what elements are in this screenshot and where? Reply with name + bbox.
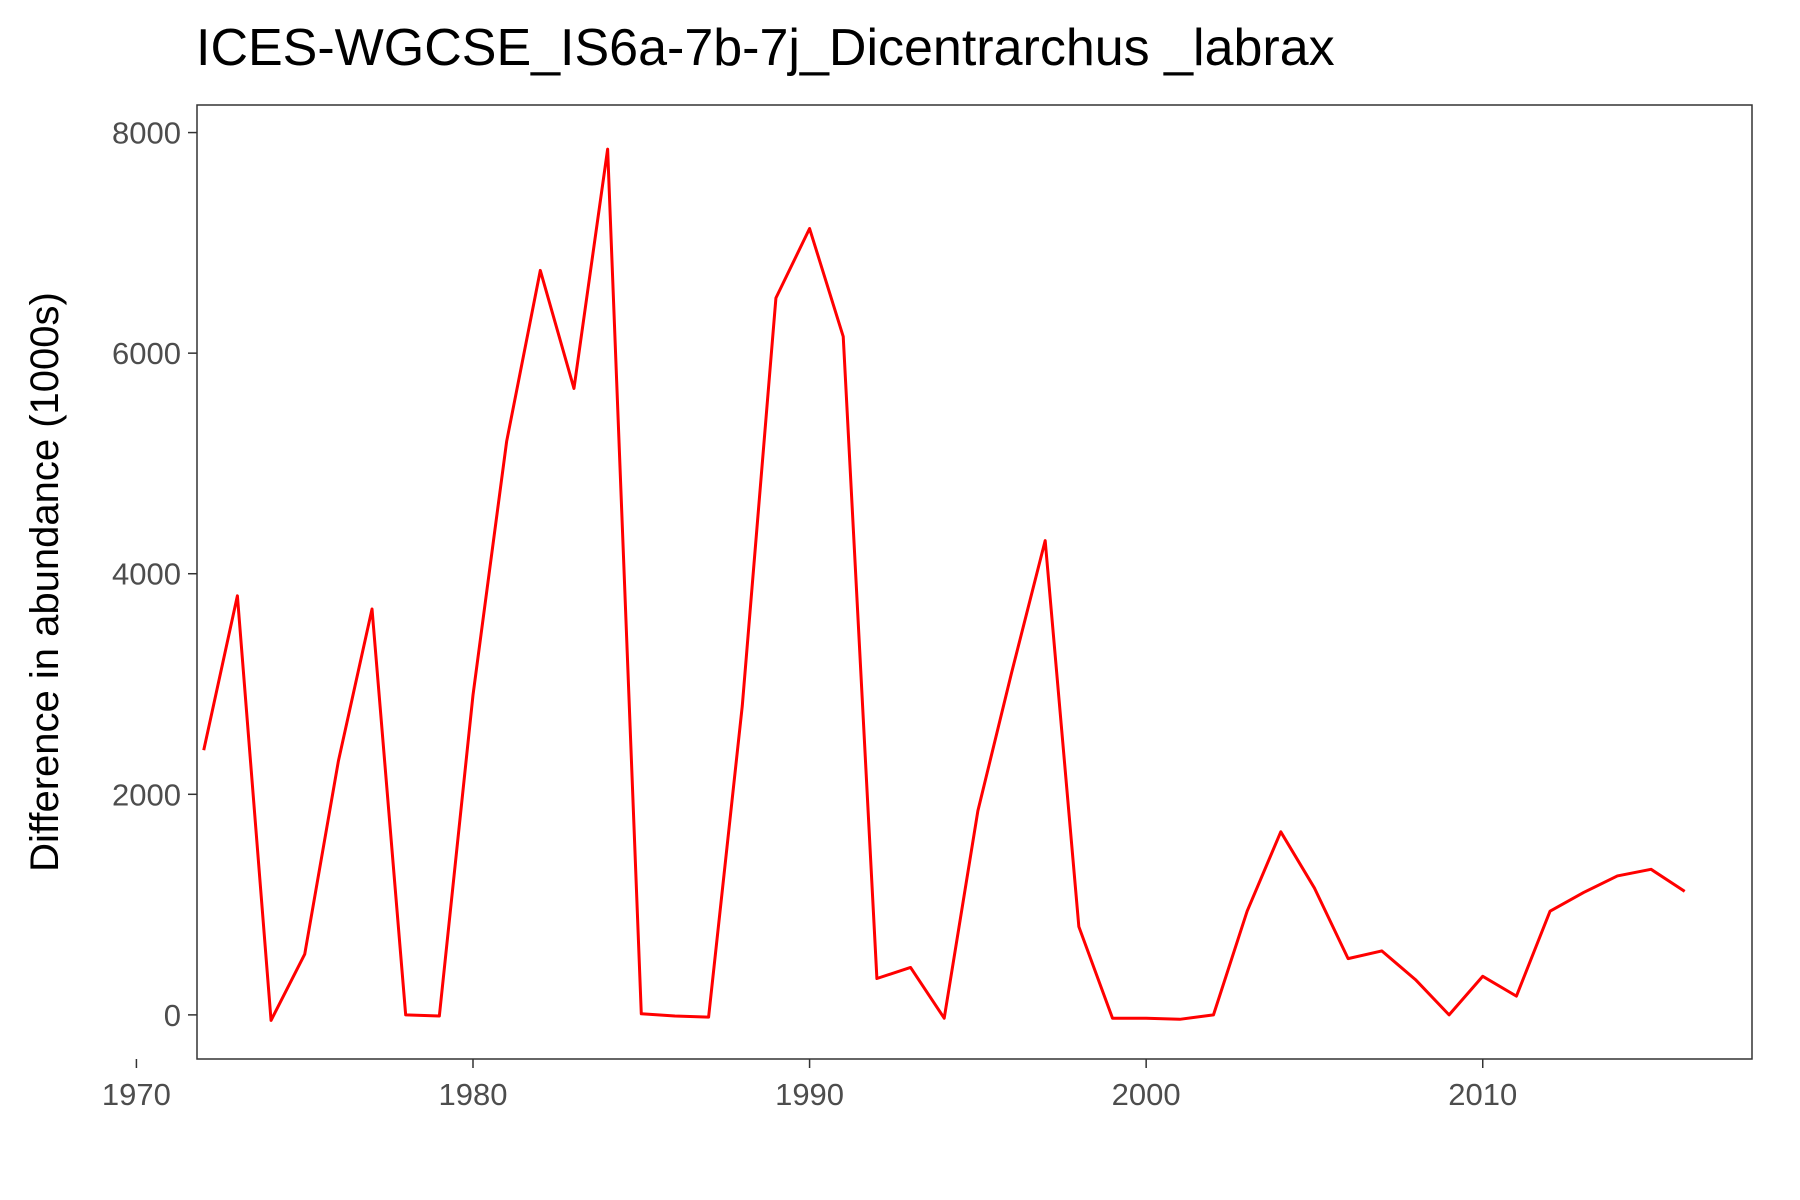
x-tick-label: 1990 [775,1077,844,1112]
series-line [202,147,1686,1022]
x-tick-label: 2000 [1112,1077,1181,1112]
chart-title: ICES-WGCSE_IS6a-7b-7j_Dicentrarchus _lab… [196,19,1335,77]
plot-panel [196,104,1753,1060]
y-tick-label: 2000 [112,777,181,812]
y-tick-label: 0 [164,998,181,1033]
y-tick-label: 4000 [112,557,181,592]
x-axis: 1970 1980 1990 2000 2010 [102,1059,1517,1112]
y-axis-title: Difference in abundance (1000s) [23,292,67,872]
x-tick-label: 1980 [439,1077,508,1112]
y-tick-label: 6000 [112,336,181,371]
x-tick-label: 2010 [1448,1077,1517,1112]
y-tick-label: 8000 [112,116,181,151]
x-tick-label: 1970 [102,1077,171,1112]
y-axis: 0 2000 4000 6000 8000 [112,116,197,1033]
